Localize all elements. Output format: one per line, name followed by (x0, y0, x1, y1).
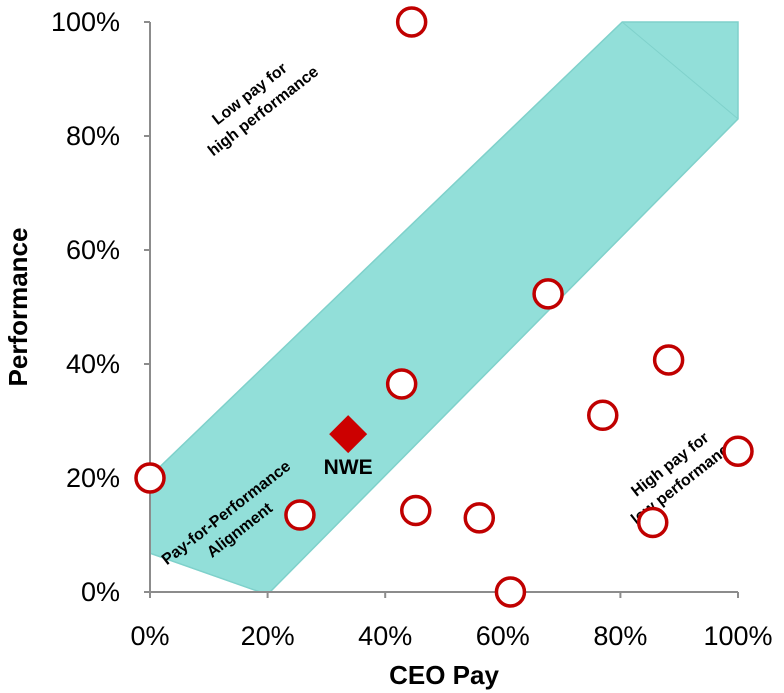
peer-point (395, 6, 428, 38)
y-axis-title: Performance (3, 228, 33, 387)
axes-layer (149, 22, 738, 593)
peer-point (722, 435, 754, 467)
x-tick-label: 80% (593, 621, 647, 651)
y-tick-label: 0% (81, 577, 120, 607)
nwe-point (329, 415, 368, 454)
peer-point (636, 506, 669, 539)
peer-point (532, 278, 564, 310)
points-layer: NWE (134, 6, 754, 608)
ticks-layer: 0% 20% 40% 60% 80% 100% 0% 20% 40% 60% 80% 100% (51, 7, 773, 651)
band-corner-edge-top (621, 21, 739, 120)
x-tick-label: 100% (703, 621, 772, 651)
alignment-band-layer (149, 21, 739, 593)
x-tick-label: 60% (476, 621, 530, 651)
y-tick-label: 20% (66, 463, 120, 493)
nwe-label: NWE (324, 456, 373, 479)
peer-point (284, 499, 316, 531)
peer-point (587, 399, 619, 432)
y-tick-label: 100% (51, 7, 120, 37)
peer-point (385, 368, 418, 400)
peer-point (400, 494, 432, 527)
y-tick-label: 80% (66, 121, 120, 151)
peer-point (652, 344, 685, 376)
x-tick-label: 20% (241, 621, 295, 651)
x-tick-label: 40% (358, 621, 412, 651)
band-corner-edge-bottom (149, 552, 261, 593)
peer-point (134, 462, 166, 494)
peer-point (494, 576, 527, 608)
y-tick-label: 40% (66, 349, 120, 379)
x-axis-title: CEO Pay (389, 660, 499, 690)
x-tick-label: 0% (130, 621, 169, 651)
peer-point (463, 502, 496, 534)
y-tick-label: 60% (66, 235, 120, 265)
